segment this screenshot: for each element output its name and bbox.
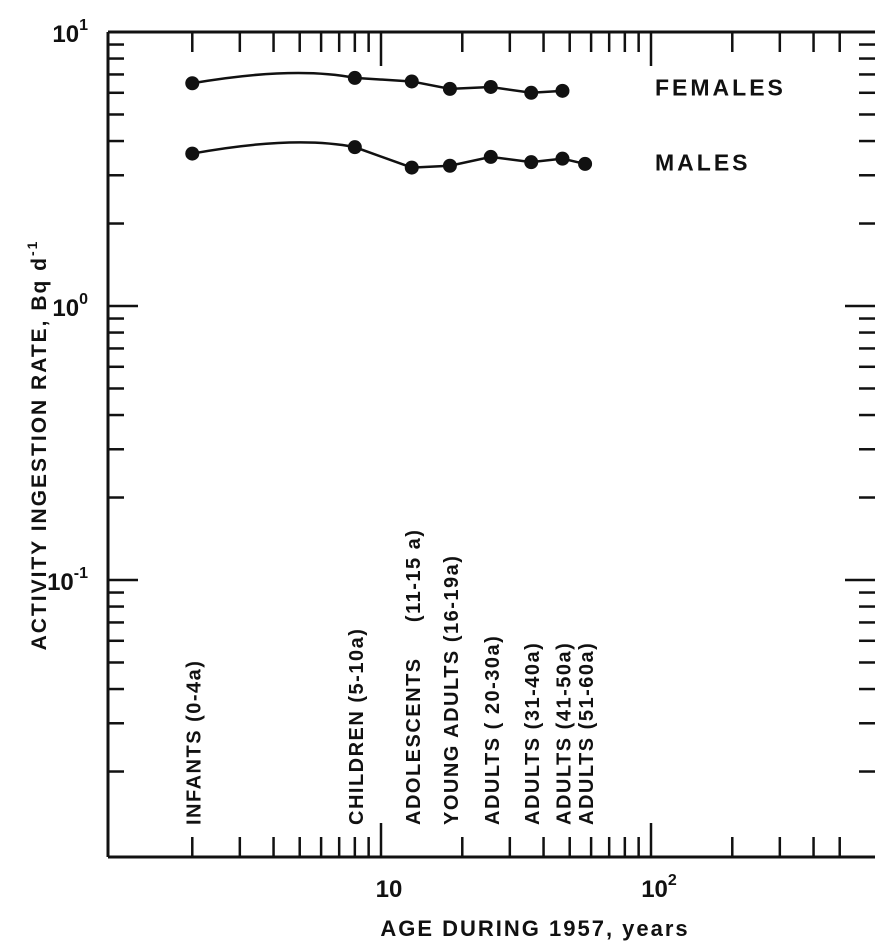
age-group-label: ADOLESCENTS (11-15 a) <box>403 529 425 825</box>
data-point-males <box>524 155 539 170</box>
age-group-label: ADULTS (51-60a) <box>576 642 598 825</box>
y-tick-label: 100 <box>52 291 88 322</box>
y-axis-label-sup: -1 <box>24 240 40 256</box>
legend-label-males: MALES <box>655 150 751 176</box>
age-group-label: CHILDREN (5-10a) <box>346 628 368 825</box>
y-tick-label-exp: 1 <box>79 17 88 34</box>
data-point-males <box>578 156 593 171</box>
data-point-males <box>185 146 200 161</box>
age-group-label: INFANTS (0-4a) <box>183 660 205 825</box>
y-tick-label: 101 <box>52 17 88 48</box>
data-point-males <box>555 151 570 166</box>
data-point-females <box>555 83 570 98</box>
age-group-label: ADULTS (41-50a) <box>553 642 575 825</box>
annotations: INFANTS (0-4a) CHILDREN (5-10a) ADOLESCENT… <box>183 529 598 825</box>
data-point-males <box>347 140 362 155</box>
age-group-label: ADULTS ( 20-30a) <box>482 635 504 825</box>
x-axis-label: AGE DURING 1957, years <box>380 916 689 941</box>
y-tick-label-base: 10 <box>52 21 79 48</box>
x-tick-label-base: 10 <box>376 876 403 903</box>
data-point-females <box>404 74 419 89</box>
age-group-label: YOUNG ADULTS (16-19a) <box>441 555 463 825</box>
data-point-females <box>185 76 200 91</box>
data-point-females <box>347 70 362 85</box>
x-tick-label: 102 <box>641 872 677 903</box>
data-point-males <box>442 158 457 173</box>
data-point-males <box>483 149 498 164</box>
data-point-females <box>524 85 539 100</box>
series-line-males <box>192 141 586 169</box>
data-point-females <box>483 79 498 94</box>
data-point-females <box>442 81 457 96</box>
x-tick-label-exp: 2 <box>668 872 677 889</box>
y-tick-label-exp: -1 <box>74 565 88 582</box>
y-tick-label-base: 10 <box>52 295 79 322</box>
axes <box>106 30 875 859</box>
y-axis-label-text: ACTIVITY INGESTION RATE, Bq d <box>28 256 51 650</box>
legend-label-females: FEMALES <box>655 74 786 100</box>
series: FEMALES MALES <box>185 70 786 176</box>
y-tick-label-base: 10 <box>47 569 74 596</box>
age-group-label: ADULTS (31-40a) <box>522 642 544 825</box>
y-axis-label: ACTIVITY INGESTION RATE, Bq d-1 <box>24 240 51 651</box>
y-tick-label: 10-1 <box>47 565 88 596</box>
y-tick-label-exp: 0 <box>79 291 88 308</box>
data-point-males <box>404 160 419 175</box>
series-line-females <box>192 71 563 95</box>
x-tick-label: 10 <box>376 876 403 903</box>
x-tick-label-base: 10 <box>641 876 668 903</box>
